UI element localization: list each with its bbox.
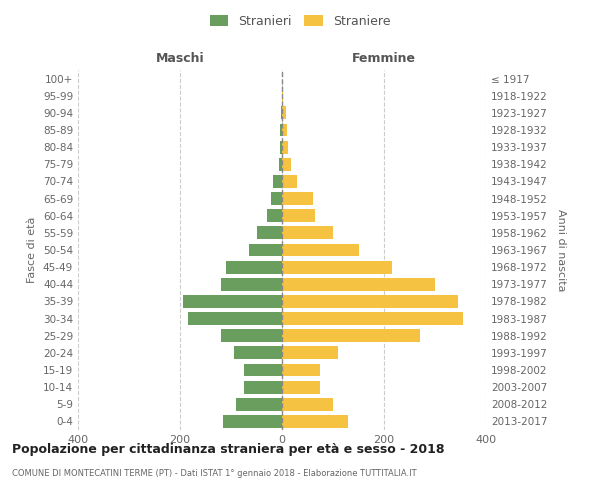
Bar	[282, 192, 313, 205]
Text: COMUNE DI MONTECATINI TERME (PT) - Dati ISTAT 1° gennaio 2018 - Elaborazione TUT: COMUNE DI MONTECATINI TERME (PT) - Dati …	[12, 468, 416, 477]
Bar	[279, 158, 282, 170]
Y-axis label: Anni di nascita: Anni di nascita	[556, 209, 566, 291]
Bar	[282, 175, 298, 188]
Bar	[282, 210, 315, 222]
Legend: Stranieri, Straniere: Stranieri, Straniere	[206, 11, 394, 32]
Bar	[249, 244, 282, 256]
Bar	[244, 364, 282, 376]
Bar	[257, 226, 282, 239]
Bar	[223, 415, 282, 428]
Bar	[188, 312, 282, 325]
Bar	[282, 140, 288, 153]
Bar	[282, 415, 349, 428]
Text: Popolazione per cittadinanza straniera per età e sesso - 2018: Popolazione per cittadinanza straniera p…	[12, 442, 445, 456]
Bar	[182, 295, 282, 308]
Bar	[221, 330, 282, 342]
Text: Maschi: Maschi	[155, 52, 205, 65]
Bar	[280, 124, 282, 136]
Bar	[282, 364, 320, 376]
Bar	[282, 380, 320, 394]
Bar	[282, 244, 359, 256]
Bar	[282, 312, 463, 325]
Bar	[282, 106, 286, 120]
Bar	[221, 278, 282, 290]
Bar	[281, 106, 282, 120]
Bar	[282, 226, 333, 239]
Bar	[282, 295, 458, 308]
Bar	[282, 330, 420, 342]
Bar	[282, 346, 338, 360]
Bar	[282, 260, 392, 274]
Text: Femmine: Femmine	[352, 52, 416, 65]
Bar	[282, 278, 435, 290]
Bar	[236, 398, 282, 410]
Bar	[244, 380, 282, 394]
Bar	[282, 124, 287, 136]
Bar	[282, 90, 283, 102]
Bar	[280, 140, 282, 153]
Bar	[233, 346, 282, 360]
Bar	[273, 175, 282, 188]
Bar	[226, 260, 282, 274]
Bar	[271, 192, 282, 205]
Y-axis label: Fasce di età: Fasce di età	[28, 217, 37, 283]
Bar	[282, 158, 291, 170]
Bar	[267, 210, 282, 222]
Bar	[282, 398, 333, 410]
